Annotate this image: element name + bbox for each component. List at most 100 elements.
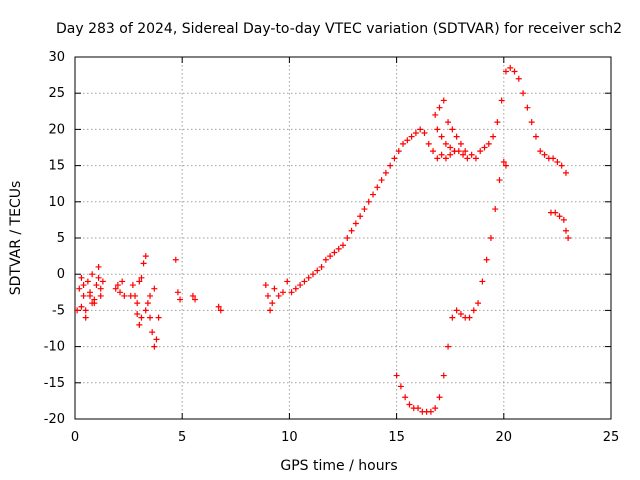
data-point <box>138 274 145 281</box>
data-point <box>425 140 432 147</box>
x-tick-label: 10 <box>281 430 298 445</box>
data-point <box>541 151 548 158</box>
data-point <box>432 111 439 118</box>
data-point <box>400 140 407 147</box>
data-point <box>149 329 156 336</box>
data-point <box>314 267 321 274</box>
data-point <box>361 206 368 213</box>
data-point <box>451 148 458 155</box>
data-point <box>466 314 473 321</box>
data-point <box>447 144 454 151</box>
data-point <box>348 227 355 234</box>
data-point <box>335 245 342 252</box>
data-point <box>153 336 160 343</box>
data-point <box>415 405 422 412</box>
data-point <box>374 184 381 191</box>
data-point <box>387 162 394 169</box>
data-point <box>269 300 276 307</box>
y-tick-label: 25 <box>48 86 65 101</box>
data-point <box>453 307 460 314</box>
data-point <box>457 140 464 147</box>
data-point <box>397 383 404 390</box>
data-point <box>485 140 492 147</box>
data-point <box>462 148 469 155</box>
data-point <box>344 235 351 241</box>
data-point <box>447 151 454 158</box>
axis-ticks: 0 5 10 15 20 25 -20 -15 -10 -5 0 5 10 15 20 25 30 <box>44 50 620 445</box>
data-point <box>445 119 452 126</box>
data-point <box>378 177 385 184</box>
data-point <box>142 253 149 260</box>
data-point <box>532 133 539 140</box>
data-point <box>556 213 563 220</box>
y-tick-label: 15 <box>48 159 65 174</box>
data-point <box>408 133 415 140</box>
data-point <box>475 300 482 307</box>
data-point <box>370 191 377 198</box>
data-point <box>99 278 106 285</box>
data-point <box>432 405 439 412</box>
data-point <box>434 155 441 162</box>
data-point <box>172 256 179 263</box>
data-point <box>550 155 557 162</box>
y-tick-label: 20 <box>48 122 65 137</box>
data-point <box>267 307 274 314</box>
data-point <box>500 158 507 165</box>
data-point <box>147 292 154 299</box>
data-point <box>93 282 100 289</box>
data-point <box>440 97 447 104</box>
data-point <box>78 303 85 310</box>
data-point <box>562 169 569 176</box>
y-tick-label: 10 <box>48 195 65 210</box>
y-tick-label: -10 <box>44 340 65 355</box>
data-point <box>144 300 151 307</box>
data-point <box>292 285 299 292</box>
data-point <box>487 235 494 241</box>
data-point <box>464 155 471 162</box>
x-tick-label: 5 <box>178 430 186 445</box>
data-point <box>82 307 89 314</box>
data-point <box>129 282 136 289</box>
data-point <box>479 278 486 285</box>
data-point <box>393 372 400 379</box>
data-point <box>404 137 411 144</box>
data-point <box>365 198 372 205</box>
data-point <box>565 235 572 241</box>
data-point <box>427 408 434 415</box>
data-point <box>217 307 224 314</box>
data-point <box>318 263 325 270</box>
data-point <box>498 97 505 104</box>
data-point <box>97 292 104 299</box>
data-point <box>275 292 282 299</box>
data-point <box>112 285 119 292</box>
data-point <box>460 151 467 158</box>
data-point <box>155 314 162 321</box>
data-point <box>552 209 559 216</box>
data-point <box>84 278 91 285</box>
data-point <box>436 104 443 111</box>
data-point <box>457 311 464 318</box>
data-point <box>78 274 85 281</box>
data-point <box>147 314 154 321</box>
data-point <box>331 249 338 256</box>
data-point <box>438 151 445 158</box>
data-point <box>507 64 514 71</box>
data-point <box>151 343 158 350</box>
data-point <box>87 289 94 296</box>
data-point <box>490 133 497 140</box>
data-point <box>95 263 102 270</box>
data-point <box>502 68 509 75</box>
data-point <box>562 227 569 234</box>
data-point <box>305 274 312 281</box>
data-point <box>468 151 475 158</box>
data-point <box>402 394 409 401</box>
data-point <box>136 278 143 285</box>
data-point <box>421 130 428 137</box>
y-tick-label: 30 <box>48 50 65 65</box>
data-point <box>445 343 452 350</box>
data-point <box>502 162 509 169</box>
data-point <box>515 75 522 82</box>
data-point <box>494 119 501 126</box>
data-point <box>524 104 531 111</box>
data-point <box>288 289 295 296</box>
